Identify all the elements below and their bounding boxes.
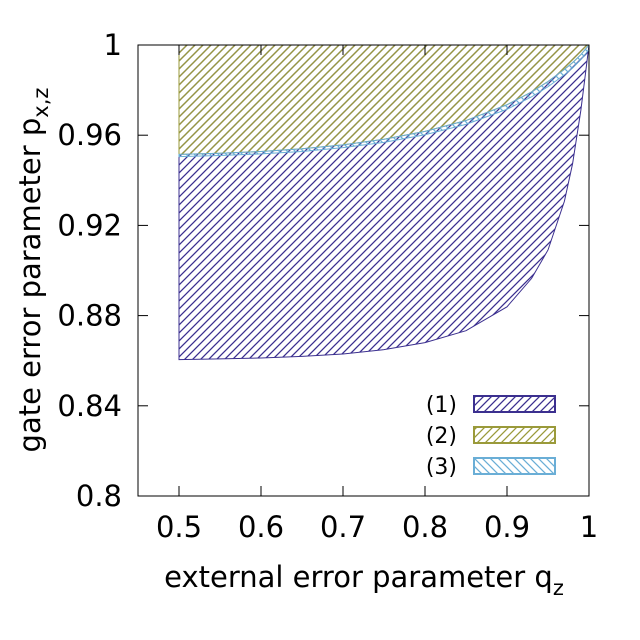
tick-group: 0.5 0.6 0.7 0.8 0.9 1 0.8 0.84 0.88 0.92 0.96 1 [57,28,598,544]
y-tick-label: 0.96 [57,118,122,152]
x-tick-label: 0.6 [238,510,284,544]
y-axis-title-main: gate error parameter p [13,118,47,453]
x-tick-label: 0.7 [320,510,366,544]
y-axis-title-sub: x,z [29,88,53,118]
region-group [178,45,589,361]
plot-frame [137,44,590,497]
y-tick-label: 0.92 [57,208,122,242]
y-tick-label: 1 [104,28,122,62]
y-tick-label: 0.88 [57,299,122,333]
x-axis-title-main: external error parameter q [164,560,553,594]
x-axis-title-sub: z [553,576,564,600]
legend-label-3: (3) [426,455,457,480]
legend-swatch-3 [473,457,556,475]
legend-swatch-2 [473,426,556,444]
y-tick-label: 0.84 [57,389,122,423]
x-tick-label: 1 [580,510,598,544]
x-axis-title: external error parameter qz [164,560,564,600]
legend-swatch-1 [473,395,556,413]
y-axis-title: gate error parameter px,z [13,88,53,453]
legend: (1) (2) (3) [426,393,556,480]
region-3 [178,45,589,158]
legend-label-1: (1) [426,393,457,418]
y-tick-label: 0.8 [76,479,122,513]
x-tick-label: 0.5 [156,510,202,544]
x-tick-label: 0.8 [402,510,448,544]
x-tick-label: 0.9 [484,510,530,544]
legend-label-2: (2) [426,424,457,449]
